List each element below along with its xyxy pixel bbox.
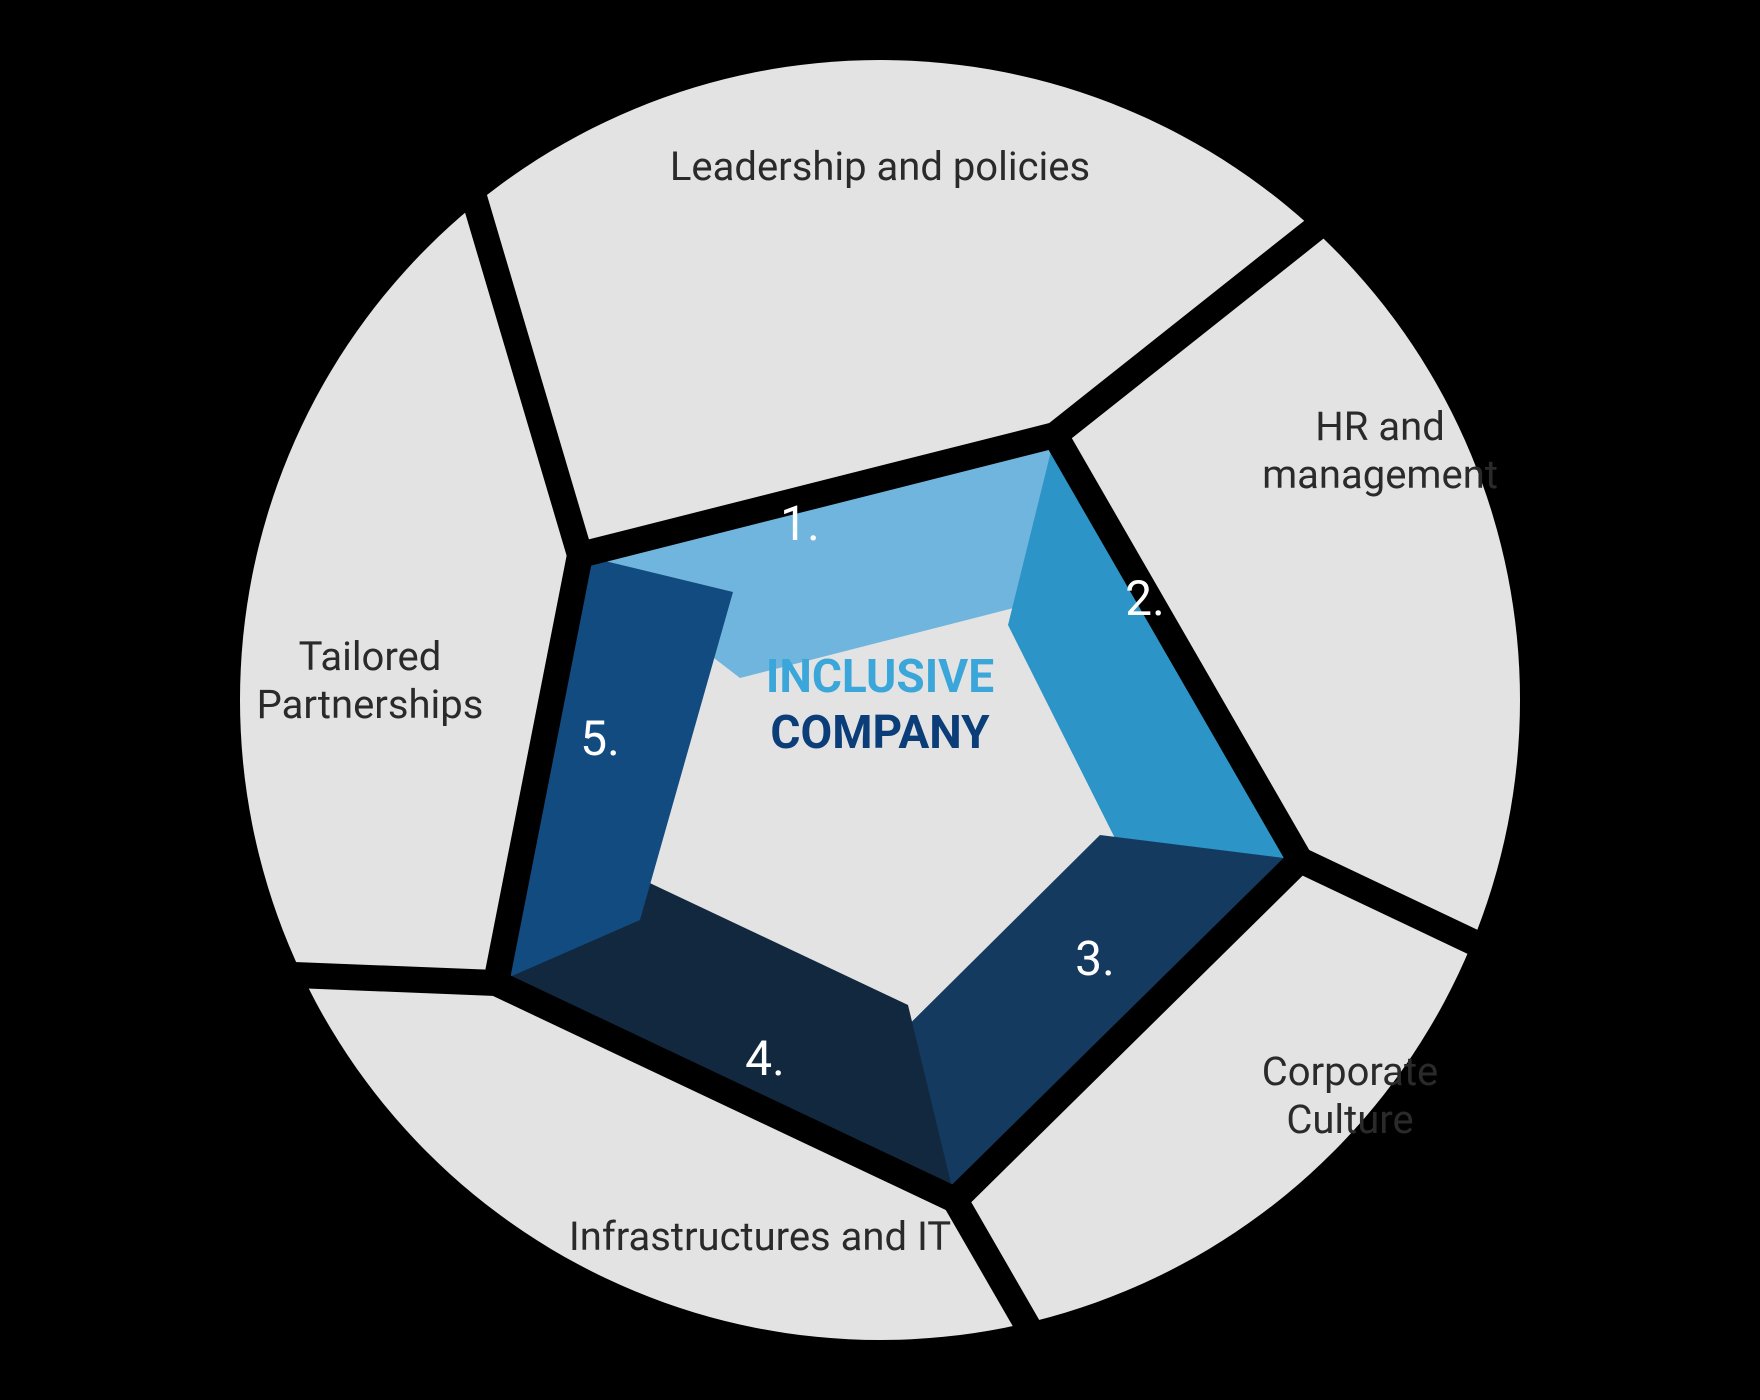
segment-label-1: Leadership and policies — [670, 143, 1090, 190]
segment-label-3: CorporateCulture — [1262, 1048, 1439, 1143]
segment-label-2-line-2: management — [1262, 451, 1498, 498]
segment-label-4: Infrastructures and IT — [569, 1213, 951, 1260]
segment-number-3: 3. — [1075, 930, 1115, 987]
segment-label-3-line-1: Corporate — [1262, 1048, 1439, 1095]
center-title-line-2: COMPANY — [770, 706, 990, 760]
center-title-line-1: INCLUSIVE — [766, 650, 994, 704]
segment-label-4-line-1: Infrastructures and IT — [569, 1213, 951, 1260]
segment-label-3-line-2: Culture — [1286, 1096, 1413, 1143]
segment-label-2-line-1: HR and — [1315, 403, 1445, 450]
diagram-container: 1. 2. 3. 4. 5. Leadership and policies HR andm… — [0, 0, 1760, 1400]
segment-label-1-line-1: Leadership and policies — [670, 143, 1090, 190]
segment-number-5: 5. — [580, 710, 620, 767]
segment-number-2: 2. — [1125, 570, 1165, 627]
segment-number-1: 1. — [780, 495, 820, 552]
aperture-diagram-svg: 1. 2. 3. 4. 5. Leadership and policies HR andm… — [0, 0, 1760, 1400]
segment-label-5-line-2: Partnerships — [257, 681, 484, 728]
segment-label-5-line-1: Tailored — [299, 633, 442, 680]
segment-number-4: 4. — [745, 1030, 785, 1087]
divider-line-4 — [245, 973, 496, 983]
